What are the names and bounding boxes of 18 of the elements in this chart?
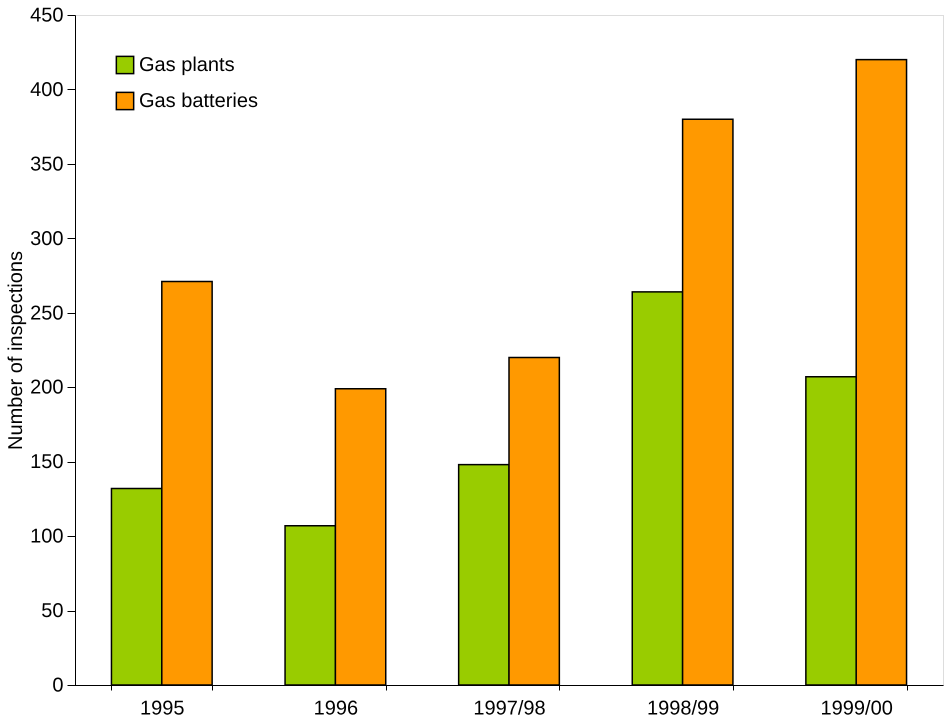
legend-label: Gas batteries	[139, 90, 258, 112]
y-tick-label: 0	[52, 674, 64, 696]
y-tick-label: 400	[30, 78, 64, 101]
x-tick-label: 1995	[140, 698, 185, 720]
x-tick-label: 1996	[314, 698, 358, 720]
x-tick-label: 1998/99	[646, 698, 720, 720]
y-tick-label: 100	[30, 526, 64, 548]
y-tick-label: 300	[30, 228, 64, 250]
legend-label: Gas plants	[139, 54, 235, 76]
x-tick-label: 1997/98	[473, 698, 546, 720]
x-tick-label: 1999/00	[820, 698, 893, 720]
y-tick-label: 50	[41, 600, 64, 622]
y-tick-label: 250	[30, 302, 64, 324]
y-tick-label: 150	[30, 451, 64, 474]
y-axis-title: Number of inspections	[5, 251, 28, 450]
y-tick-label: 200	[30, 376, 64, 399]
y-tick-label: 450	[30, 4, 64, 26]
y-tick-label: 350	[30, 153, 64, 176]
